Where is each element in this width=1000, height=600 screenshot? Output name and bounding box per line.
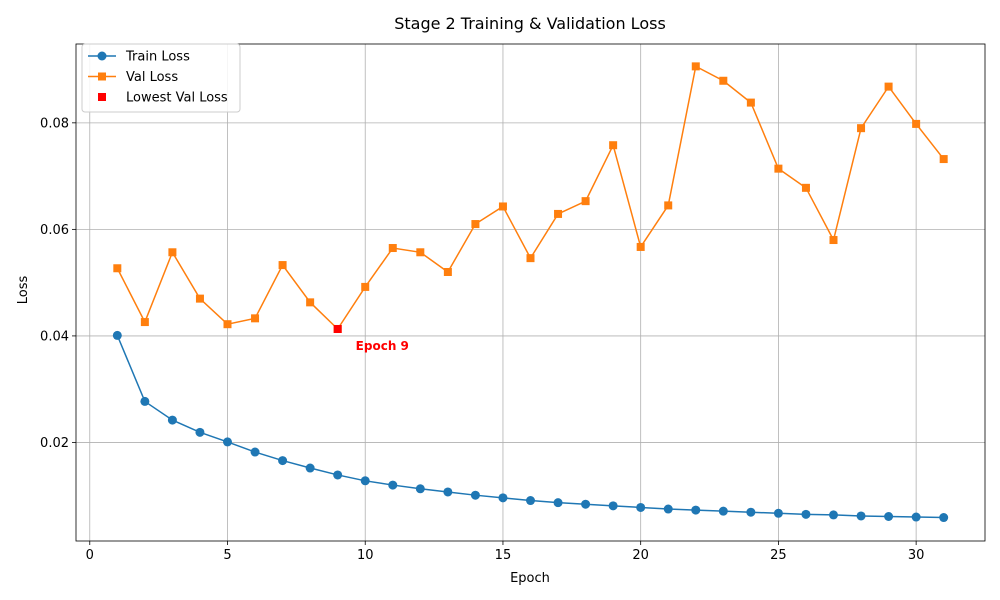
train-loss-point: [250, 447, 260, 457]
val-loss-point: [443, 267, 452, 276]
y-tick-label: 0.04: [40, 329, 69, 344]
train-loss-point: [581, 499, 591, 509]
legend-marker-lowest-val-loss: [98, 93, 106, 101]
train-loss-point: [388, 480, 398, 490]
train-loss-point: [470, 490, 480, 500]
train-loss-point: [856, 511, 866, 521]
lowest-val-loss-annotation: Epoch 9: [356, 339, 409, 353]
x-tick-label: 5: [223, 548, 231, 563]
plot-frame: [75, 43, 986, 542]
val-loss-point: [884, 82, 893, 91]
y-tick-label: 0.06: [40, 223, 69, 238]
val-loss-point: [939, 155, 948, 164]
val-loss-point: [526, 254, 535, 263]
chart-title: Stage 2 Training & Validation Loss: [394, 14, 666, 33]
train-loss-point: [167, 415, 177, 425]
train-loss-point: [140, 396, 150, 406]
axes: 0 5 10 15 20 25 30 0.02 0.04 0.06 0.08: [40, 43, 986, 563]
val-loss-point: [223, 320, 232, 329]
val-loss-line: [116, 65, 945, 331]
val-loss-point: [416, 248, 425, 257]
legend-marker-val-loss: [98, 72, 106, 81]
train-loss-point: [223, 437, 232, 447]
x-tick-label: 30: [908, 548, 925, 563]
y-axis-label: Loss: [16, 276, 31, 305]
train-loss-point: [333, 470, 343, 480]
train-loss-line: [116, 335, 944, 519]
train-loss-point: [415, 484, 425, 494]
train-loss-point: [498, 493, 508, 503]
val-loss-point: [664, 201, 673, 210]
train-loss-point: [884, 511, 894, 521]
train-loss-point: [112, 330, 122, 340]
val-loss-point: [195, 294, 204, 303]
val-loss-point: [857, 124, 866, 133]
val-loss-point: [306, 298, 315, 307]
train-loss-series: [112, 330, 949, 523]
legend-label-train-loss: Train Loss: [125, 50, 190, 65]
train-loss-point: [553, 498, 563, 508]
train-loss-point: [195, 427, 205, 437]
train-loss-point: [718, 506, 728, 516]
val-loss-point: [361, 282, 370, 291]
val-loss-series: [113, 62, 948, 333]
x-tick-label: 25: [770, 548, 787, 563]
train-loss-point: [663, 504, 673, 514]
val-loss-point: [774, 164, 783, 173]
train-loss-point: [911, 512, 921, 522]
train-loss-point: [443, 487, 453, 497]
val-loss-point: [113, 264, 122, 273]
train-loss-point: [829, 510, 838, 520]
val-loss-point: [912, 119, 921, 128]
val-loss-point: [636, 242, 645, 251]
train-loss-point: [278, 456, 288, 466]
legend-label-lowest-val-loss: Lowest Val Loss: [126, 91, 228, 106]
train-loss-point: [746, 507, 756, 517]
val-loss-point: [554, 209, 563, 218]
legend: Train Loss Val Loss Lowest Val Loss: [81, 43, 241, 113]
train-loss-point: [608, 501, 618, 511]
val-loss-point: [471, 220, 480, 229]
val-loss-point: [829, 236, 838, 245]
train-loss-point: [801, 509, 811, 519]
train-loss-point: [939, 513, 949, 523]
x-tick-label: 20: [632, 548, 649, 563]
x-tick-label: 10: [357, 548, 374, 563]
val-loss-point: [388, 244, 397, 253]
val-loss-point: [168, 248, 177, 257]
train-loss-point: [773, 508, 783, 518]
train-loss-point: [360, 476, 370, 486]
x-tick-label: 0: [86, 548, 94, 563]
train-loss-point: [305, 463, 315, 473]
train-loss-point: [691, 505, 701, 515]
y-tick-label: 0.08: [40, 116, 69, 131]
val-loss-point: [801, 183, 810, 192]
series-layer: Epoch 9: [112, 62, 949, 523]
val-loss-point: [719, 76, 728, 85]
val-loss-point: [609, 141, 618, 150]
legend-label-val-loss: Val Loss: [126, 70, 178, 85]
val-loss-point: [691, 62, 700, 71]
grid: [76, 44, 985, 541]
val-loss-point: [278, 261, 287, 270]
x-tick-label: 15: [495, 548, 512, 563]
val-loss-point: [140, 318, 149, 327]
y-tick-label: 0.02: [40, 436, 69, 451]
val-loss-point: [746, 98, 755, 107]
legend-box: [81, 43, 241, 113]
val-loss-point: [251, 314, 260, 323]
x-axis-label: Epoch: [510, 571, 550, 586]
val-loss-point: [498, 202, 507, 211]
train-loss-point: [526, 496, 535, 506]
lowest-val-loss-marker: [333, 324, 342, 333]
legend-marker-train-loss: [97, 51, 107, 61]
train-loss-point: [636, 502, 646, 512]
val-loss-point: [581, 197, 590, 206]
